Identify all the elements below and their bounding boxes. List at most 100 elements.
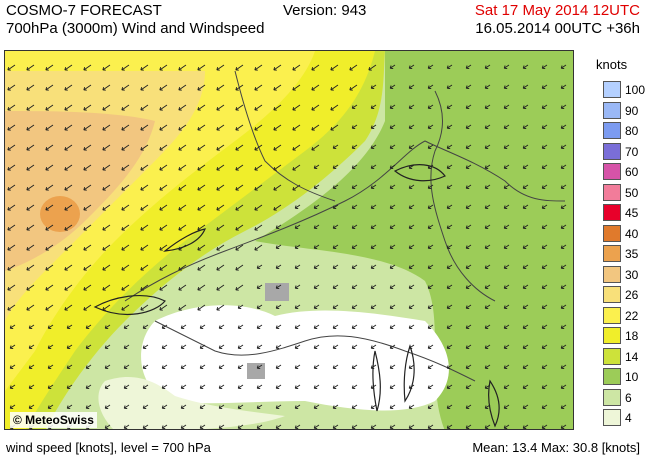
wind-arrow bbox=[503, 124, 510, 129]
wind-arrow bbox=[389, 104, 396, 109]
legend-swatch bbox=[603, 245, 621, 262]
wind-arrow bbox=[522, 164, 529, 169]
wind-arrow bbox=[330, 104, 339, 111]
wind-arrow bbox=[330, 84, 339, 91]
wind-arrow bbox=[427, 164, 434, 169]
wind-arrow bbox=[104, 384, 111, 389]
wind-arrow bbox=[351, 364, 358, 369]
wind-arrow bbox=[541, 204, 548, 209]
wind-arrow bbox=[351, 104, 358, 109]
wind-arrow bbox=[522, 404, 529, 409]
wind-arrow bbox=[484, 284, 491, 289]
wind-arrow bbox=[235, 164, 244, 171]
lake-neuchatel bbox=[163, 228, 206, 252]
wind-arrow bbox=[121, 204, 130, 211]
wind-arrow bbox=[26, 284, 35, 291]
wind-arrow bbox=[465, 244, 472, 249]
wind-arrow bbox=[484, 344, 491, 349]
wind-arrow bbox=[273, 84, 282, 91]
wind-arrow bbox=[64, 144, 73, 151]
wind-arrow bbox=[541, 264, 548, 269]
wind-arrow bbox=[45, 144, 54, 151]
wind-arrow bbox=[9, 344, 16, 349]
wind-arrow bbox=[427, 404, 434, 409]
wind-arrow bbox=[26, 104, 35, 111]
wind-arrow bbox=[83, 204, 92, 211]
wind-arrow bbox=[294, 304, 301, 309]
legend-swatch bbox=[603, 327, 621, 344]
legend-swatch bbox=[603, 224, 621, 242]
wind-arrow bbox=[427, 264, 434, 269]
wind-arrow bbox=[332, 184, 339, 189]
wind-arrow bbox=[47, 344, 54, 349]
wind-arrow bbox=[28, 324, 35, 329]
wind-arrow bbox=[199, 344, 206, 349]
wind-arrow bbox=[522, 344, 529, 349]
wind-arrow bbox=[235, 264, 244, 271]
wind-arrow bbox=[332, 384, 339, 389]
wind-arrow bbox=[218, 364, 225, 369]
wind-arrow bbox=[104, 324, 111, 329]
wind-arrow bbox=[26, 224, 35, 231]
wind-arrow bbox=[159, 84, 168, 91]
wind-arrow bbox=[237, 404, 244, 409]
wind-arrow bbox=[389, 404, 396, 409]
wind-arrow bbox=[104, 424, 111, 429]
wind-arrow bbox=[9, 404, 16, 409]
wind-arrow bbox=[427, 204, 434, 209]
wind-arrow bbox=[28, 344, 35, 349]
wind-arrow bbox=[465, 84, 472, 89]
wind-arrow bbox=[64, 284, 73, 291]
wind-arrow bbox=[560, 224, 567, 229]
wind-arrow bbox=[389, 244, 396, 249]
wind-arrow bbox=[560, 184, 567, 189]
wind-arrow bbox=[7, 104, 16, 111]
wind-arrow bbox=[180, 364, 187, 369]
wind-arrow bbox=[560, 164, 567, 169]
wind-arrow bbox=[197, 64, 206, 71]
wind-arrow bbox=[26, 184, 35, 191]
wind-arrow bbox=[541, 304, 548, 309]
wind-arrow bbox=[408, 304, 415, 309]
wind-arrow bbox=[197, 84, 206, 91]
wind-arrow bbox=[83, 264, 92, 271]
wind-arrow bbox=[313, 204, 320, 209]
wind-arrow bbox=[85, 384, 92, 389]
wind-arrow bbox=[47, 404, 54, 409]
legend-label: 4 bbox=[625, 411, 632, 425]
wind-arrow bbox=[503, 344, 510, 349]
wind-arrow bbox=[178, 264, 187, 271]
wind-arrow bbox=[560, 344, 567, 349]
wind-arrow bbox=[121, 84, 130, 91]
wind-arrow bbox=[237, 304, 244, 309]
wind-arrow bbox=[273, 184, 282, 191]
wind-arrow bbox=[66, 344, 73, 349]
wind-arrow bbox=[503, 184, 510, 189]
wind-arrow bbox=[408, 184, 415, 189]
wind-arrow bbox=[159, 184, 168, 191]
wind-arrow bbox=[292, 104, 301, 111]
wind-map[interactable] bbox=[4, 50, 574, 430]
wind-arrow bbox=[45, 304, 54, 311]
wind-arrow bbox=[446, 324, 453, 329]
wind-arrow bbox=[64, 64, 73, 71]
wind-arrow bbox=[197, 264, 206, 271]
wind-arrow bbox=[275, 424, 282, 429]
wind-arrow bbox=[503, 224, 510, 229]
legend-label: 35 bbox=[625, 247, 639, 261]
wind-arrow bbox=[45, 164, 54, 171]
wind-arrow bbox=[311, 144, 320, 151]
wind-arrow bbox=[178, 224, 187, 231]
wind-arrow bbox=[446, 124, 453, 129]
wind-arrow bbox=[45, 224, 54, 231]
legend-swatch bbox=[603, 183, 621, 201]
wind-arrow bbox=[389, 144, 396, 149]
wind-arrow bbox=[235, 64, 244, 71]
wind-arrow bbox=[235, 104, 244, 111]
legend-swatch bbox=[603, 101, 621, 119]
wind-arrow bbox=[541, 364, 548, 369]
wind-arrow bbox=[140, 104, 149, 111]
wind-arrow bbox=[104, 404, 111, 409]
wind-arrow bbox=[66, 384, 73, 389]
wind-arrow bbox=[254, 104, 263, 111]
